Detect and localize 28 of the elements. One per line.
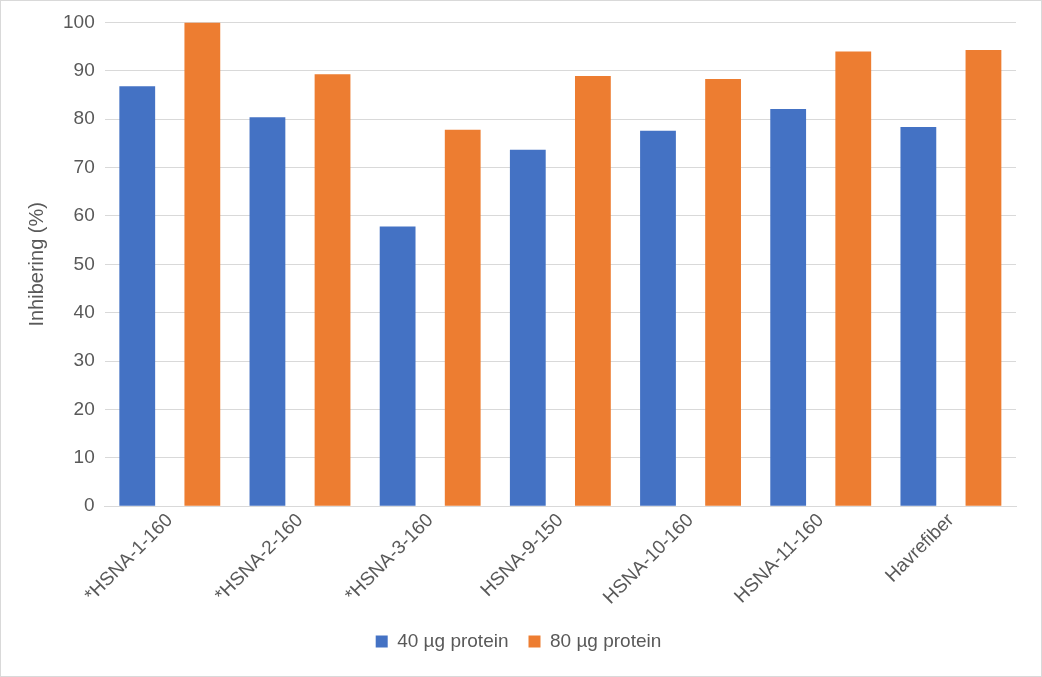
y-tick-label: 0 xyxy=(84,494,95,516)
bar xyxy=(705,79,741,506)
legend-label: 80 µg protein xyxy=(550,629,662,651)
y-tick-label: 80 xyxy=(73,107,95,129)
y-tick-label: 40 xyxy=(73,300,95,322)
y-tick-label: 70 xyxy=(73,155,95,177)
bar xyxy=(314,74,351,506)
y-axis-title: Inhibering (%) xyxy=(24,202,47,327)
y-tick-label: 10 xyxy=(73,446,95,468)
bar xyxy=(900,126,937,506)
y-tick-label: 90 xyxy=(73,59,95,81)
y-tick-label: 50 xyxy=(73,252,95,274)
bar xyxy=(575,76,611,506)
y-tick-label: 30 xyxy=(73,349,95,371)
bar xyxy=(184,22,221,506)
y-tick-label: 20 xyxy=(73,397,95,419)
bar xyxy=(444,129,481,506)
bar xyxy=(379,226,416,506)
legend-label: 40 µg protein xyxy=(397,629,509,651)
bar xyxy=(249,117,286,506)
bar xyxy=(509,149,546,506)
bar xyxy=(770,109,807,506)
y-tick-label: 100 xyxy=(63,10,95,32)
y-tick-label: 60 xyxy=(73,204,95,226)
bar xyxy=(835,51,872,506)
bar xyxy=(965,49,1002,506)
bar xyxy=(640,130,676,506)
bar xyxy=(119,86,156,506)
